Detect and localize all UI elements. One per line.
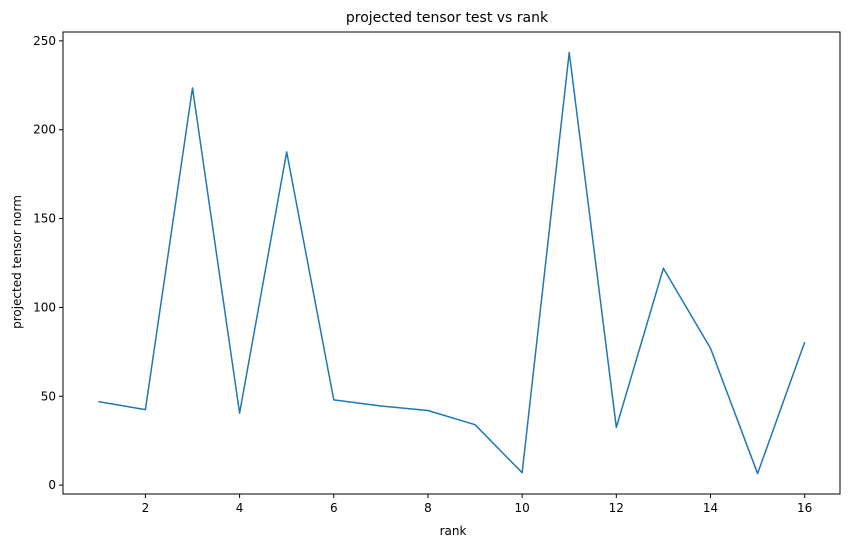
x-tick-label: 8: [424, 501, 432, 515]
plot-frame: [62, 31, 841, 495]
y-tick-label: 200: [33, 123, 56, 137]
x-tick-label: 10: [514, 501, 529, 515]
y-axis-label: projected tensor norm: [10, 195, 24, 329]
y-axis: 0 50 100 150 200 250: [33, 34, 63, 492]
y-tick-label: 100: [33, 300, 56, 314]
x-tick-label: 14: [703, 501, 718, 515]
series-line: [98, 51, 806, 475]
x-tick-label: 12: [609, 501, 624, 515]
y-tick-label: 250: [33, 34, 56, 48]
chart-title: projected tensor test vs rank: [346, 10, 549, 26]
x-tick-label: 6: [330, 501, 338, 515]
plot-area: [62, 31, 841, 495]
y-tick-label: 50: [41, 389, 56, 403]
x-axis: 2 4 6 8 10 12 14 16: [142, 494, 812, 515]
x-tick-label: 16: [797, 501, 812, 515]
x-axis-label: rank: [440, 524, 467, 538]
x-tick-label: 2: [142, 501, 150, 515]
x-tick-label: 4: [236, 501, 244, 515]
y-tick-label: 0: [48, 478, 56, 492]
y-tick-label: 150: [33, 212, 56, 226]
